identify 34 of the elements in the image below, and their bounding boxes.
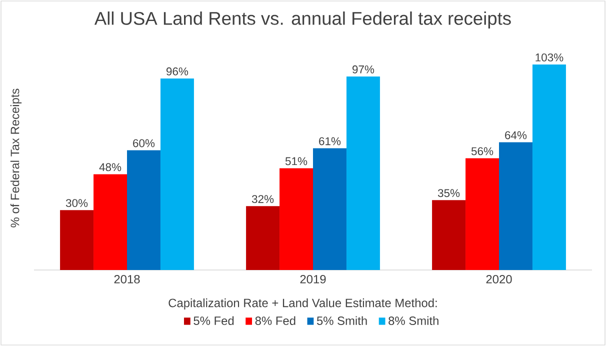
bar xyxy=(532,64,566,270)
legend-label: 8% Smith xyxy=(388,316,438,325)
bar xyxy=(346,76,380,270)
data-label: 97% xyxy=(352,65,374,74)
data-label: 64% xyxy=(505,131,527,140)
data-label: 96% xyxy=(166,67,188,76)
chart-title: All USA Land Rents vs. annual Federal tax receipts xyxy=(94,11,511,29)
data-label: 56% xyxy=(471,147,494,156)
x-tick-label: 2018 xyxy=(114,274,140,284)
legend-label: 5% Fed xyxy=(194,316,234,325)
bar xyxy=(280,168,313,270)
x-tick-label: 2019 xyxy=(300,274,326,284)
bar xyxy=(60,210,94,270)
legend-label: 5% Smith xyxy=(316,316,367,325)
bar xyxy=(466,158,499,270)
data-label: 30% xyxy=(66,199,88,208)
data-label: 51% xyxy=(285,157,308,166)
bar xyxy=(127,150,160,270)
bar xyxy=(432,200,466,270)
x-tick-label: 2020 xyxy=(486,274,512,284)
data-label: 61% xyxy=(319,137,341,146)
legend-label: 8% Fed xyxy=(255,316,296,325)
bar xyxy=(499,142,532,270)
bar xyxy=(94,174,127,270)
data-label: 48% xyxy=(99,163,122,172)
data-label: 103% xyxy=(536,53,564,62)
bar xyxy=(313,148,346,270)
legend-title: Capitalization Rate + Land Value Estimate Method: xyxy=(168,298,437,310)
bar xyxy=(246,206,280,270)
data-label: 60% xyxy=(133,139,155,148)
data-label: 35% xyxy=(438,189,460,198)
bar xyxy=(160,78,194,270)
data-label: 32% xyxy=(252,195,274,204)
y-axis-title: % of Federal Tax Receipts xyxy=(10,88,22,228)
